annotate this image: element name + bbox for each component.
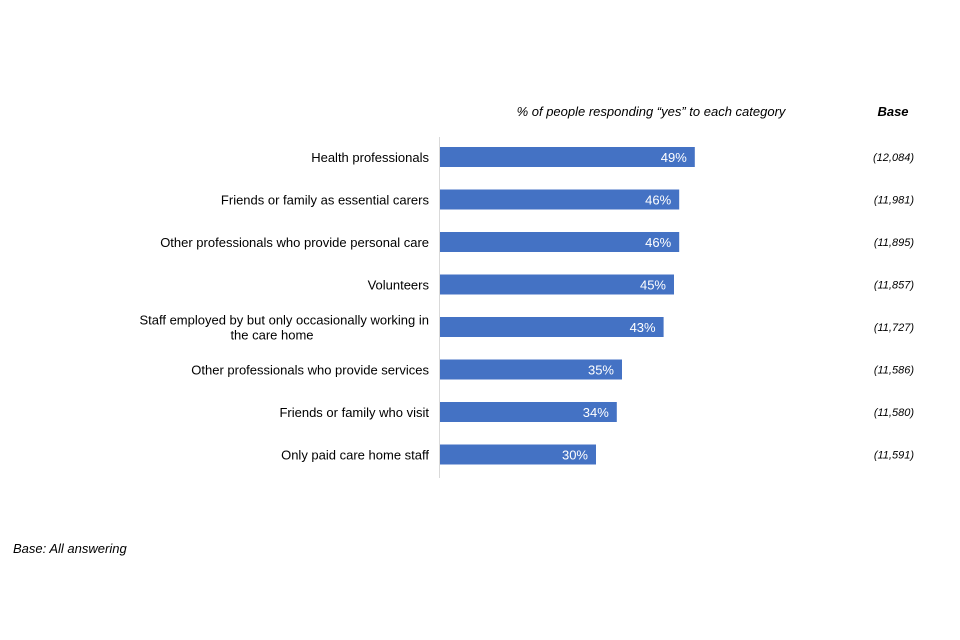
base-value: (11,591) (874, 450, 914, 462)
bar-value-label: 49% (661, 150, 687, 165)
bar (440, 232, 680, 252)
bars-group: 49% Health professionals (12,084) 46% Friend… (139, 147, 914, 465)
bar-value-label: 35% (588, 363, 614, 378)
base-value: (11,895) (874, 237, 914, 249)
base-value: (12,084) (873, 152, 914, 164)
category-label: Staff employed by but only occasionally … (139, 313, 429, 328)
base-value: (11,857) (874, 280, 914, 292)
category-label: Health professionals (311, 150, 429, 165)
category-label: Other professionals who provide personal… (160, 235, 429, 250)
base-value: (11,981) (874, 195, 914, 207)
bar (440, 189, 680, 210)
category-label: Only paid care home staff (281, 448, 429, 463)
bar-value-label: 43% (630, 320, 656, 335)
bar (440, 444, 596, 465)
category-label: Friends or family who visit (279, 405, 429, 420)
bar (440, 147, 695, 167)
category-label: Other professionals who provide services (191, 363, 429, 378)
bar (440, 317, 664, 337)
bar (440, 359, 622, 380)
base-value: (11,580) (874, 407, 914, 419)
base-value: (11,586) (874, 365, 914, 377)
bar-value-label: 46% (645, 193, 671, 208)
category-label: Volunteers (368, 278, 430, 293)
base-footnote: Base: All answering (13, 541, 127, 556)
bar (440, 274, 674, 295)
base-column-header: Base (877, 104, 908, 119)
chart-subtitle: % of people responding “yes” to each cat… (517, 104, 787, 119)
category-label: Friends or family as essential carers (221, 193, 430, 208)
bar-value-label: 34% (583, 405, 609, 420)
category-label: the care home (230, 328, 313, 343)
bar-value-label: 46% (645, 235, 671, 250)
base-value: (11,727) (874, 322, 914, 334)
bar (440, 402, 617, 422)
bar-value-label: 30% (562, 448, 588, 463)
bar-value-label: 45% (640, 278, 666, 293)
